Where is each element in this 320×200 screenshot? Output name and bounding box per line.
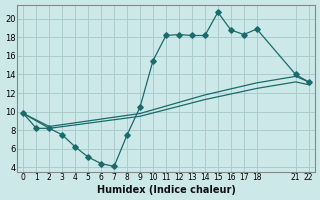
X-axis label: Humidex (Indice chaleur): Humidex (Indice chaleur) [97, 185, 236, 195]
